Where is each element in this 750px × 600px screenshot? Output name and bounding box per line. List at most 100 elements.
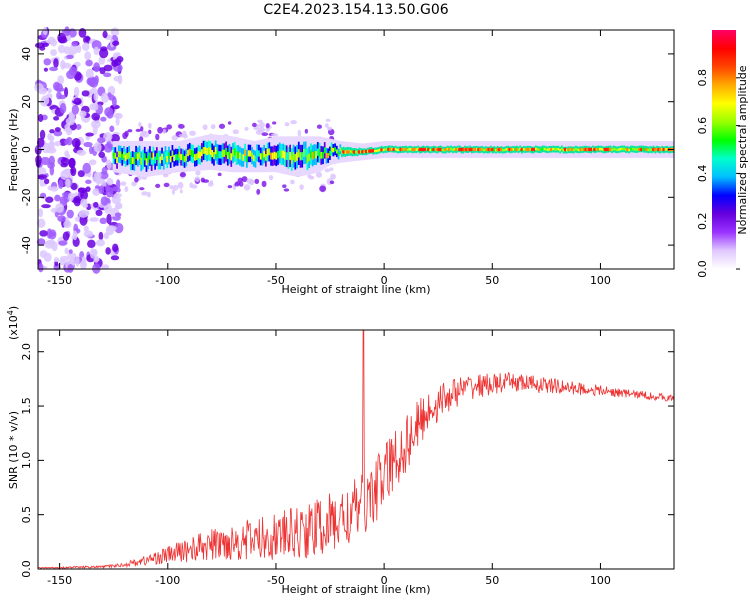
spectrogram-blob <box>191 184 198 189</box>
spectrogram-band-core <box>284 151 287 160</box>
spectrogram-blob <box>83 225 89 233</box>
snr-panel: -150 -100 -50 0 50 100 0.0 0.5 1.0 1.5 2.0 Height… <box>6 306 675 596</box>
spectrogram-band-core <box>559 148 562 152</box>
spectrogram-blob <box>111 96 117 108</box>
spectrogram-band-core <box>554 147 557 151</box>
spectrogram-blob <box>57 44 66 54</box>
spectrogram-blob <box>171 189 176 195</box>
spectrogram-blob <box>114 222 124 234</box>
spectrogram-blob <box>304 128 308 134</box>
snr-series-line <box>37 329 675 570</box>
colorbar: 0.0 0.2 0.4 0.6 0.8 Normalized spectral ampl… <box>696 30 749 278</box>
spectrogram-blob <box>69 255 76 266</box>
spectrogram-blob <box>71 138 81 148</box>
snr-x-axis: -150 -100 -50 0 50 100 <box>47 330 611 587</box>
snr-x-tick-label: -50 <box>267 574 285 587</box>
spectrogram-band-core <box>612 147 616 151</box>
spectrogram-blob <box>146 191 151 198</box>
spectrogram-blob <box>268 174 274 181</box>
spectrogram-band-core <box>124 154 128 162</box>
spectrogram-band-core <box>190 150 193 157</box>
spectrogram-blob <box>179 172 187 178</box>
spectrogram-blob <box>256 188 261 195</box>
spectrogram-blob <box>290 179 295 185</box>
spectrogram-band-core <box>183 156 186 163</box>
spectrogram-band-core <box>310 150 313 158</box>
spectrogram-blob <box>85 132 94 137</box>
spectrogram-band-core <box>611 148 614 152</box>
spectrogram-blob <box>84 51 92 61</box>
spectrogram-blob <box>115 179 121 190</box>
spectrogram-blob <box>315 171 323 178</box>
spectrogram-blob <box>88 159 97 166</box>
spectrogram-band-core <box>143 153 147 161</box>
spectrogram-blob <box>49 231 56 237</box>
spectrogram-band-core <box>483 148 486 152</box>
spectrogram-blob <box>58 179 64 189</box>
spectrogram-band-core <box>277 151 280 159</box>
spectrogram-band-core <box>538 148 541 151</box>
spectrogram-band-core <box>271 152 275 160</box>
spectrogram-band-core <box>266 148 269 156</box>
spectrogram-blob <box>99 217 108 225</box>
spectrogram-band-core <box>628 148 631 152</box>
spectrogram-blob <box>113 75 122 82</box>
spectrogram-y-tick-label: -20 <box>20 188 33 206</box>
spectrogram-band-core <box>173 155 176 162</box>
spectrogram-blob <box>202 124 208 130</box>
spectrogram-blob <box>179 189 183 194</box>
spectrogram-blob <box>284 122 290 127</box>
spectrogram-band-core <box>649 148 652 151</box>
colorbar-tick-label: 0.2 <box>696 212 709 230</box>
spectrogram-blob <box>157 126 163 134</box>
spectrogram-blob <box>135 128 142 132</box>
spectrogram-blob <box>39 192 47 199</box>
spectrogram-band-core <box>209 147 212 155</box>
spectrogram-blob <box>34 42 45 49</box>
spectrogram-y-axis: -40 -20 0 20 40 <box>20 47 674 254</box>
spectrogram-blob <box>80 189 89 201</box>
spectrogram-blob <box>101 166 108 175</box>
spectrogram-blob <box>106 225 117 232</box>
spectrogram-band-core <box>247 150 250 157</box>
spectrogram-blob <box>299 184 304 190</box>
colorbar-ticks: 0.0 0.2 0.4 0.6 0.8 <box>696 69 740 278</box>
spectrogram-blob <box>46 228 53 239</box>
spectrogram-blob <box>65 117 75 126</box>
spectrogram-blob <box>66 209 74 219</box>
spectrogram-blob <box>92 188 101 196</box>
spectrogram-blob <box>114 204 122 209</box>
spectrogram-band-core <box>259 153 263 160</box>
spectrogram-blob <box>34 82 44 92</box>
spectrogram-band-core <box>334 147 337 152</box>
spectrogram-blob <box>97 137 106 144</box>
spectrogram-blob <box>148 122 152 129</box>
spectrogram-band-core <box>275 152 278 160</box>
spectrogram-blob <box>102 30 108 39</box>
spectrogram-blob <box>110 104 120 110</box>
spectrogram-band-core <box>147 155 150 163</box>
spectrogram-band-core <box>249 150 252 157</box>
spectrogram-band-core <box>330 146 333 152</box>
spectrogram-blob <box>98 231 104 241</box>
spectrogram-band-core <box>375 149 378 153</box>
spectrogram-blob <box>91 40 102 50</box>
spectrogram-blob <box>218 123 226 129</box>
spectrogram-blob <box>124 130 129 137</box>
spectrogram-blob <box>73 86 80 98</box>
spectrogram-band-core <box>320 152 323 159</box>
spectrogram-band-core <box>647 148 650 152</box>
spectrogram-blob <box>60 170 70 180</box>
spectrogram-blob <box>53 58 59 68</box>
spectrogram-band-core <box>599 147 602 151</box>
spectrogram-band-core <box>318 149 321 157</box>
spectrogram-band-core <box>157 156 160 164</box>
spectrogram-blob <box>235 181 241 187</box>
spectrogram-blob <box>49 186 59 192</box>
spectrogram-band-core <box>335 149 339 154</box>
spectrogram-blob <box>98 48 109 59</box>
colorbar-tick-label: 0.4 <box>696 165 709 183</box>
spectrogram-band-core <box>394 147 398 151</box>
spectrogram-blob <box>162 128 167 134</box>
spectrogram-band-core <box>273 151 276 159</box>
